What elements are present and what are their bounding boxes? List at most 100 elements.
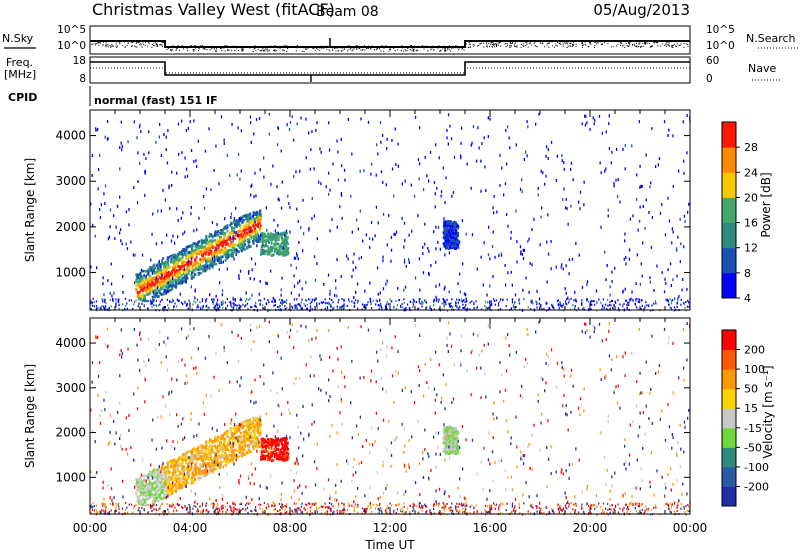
power-cell [267, 232, 269, 236]
power-cell [176, 305, 178, 308]
power-cell [172, 234, 174, 238]
power-cell [460, 126, 463, 130]
noise-dot [469, 47, 471, 48]
power-cell [226, 267, 228, 271]
noise-dot [510, 45, 512, 46]
velocity-cell [177, 486, 180, 490]
power-cell [676, 305, 678, 308]
power-cell [218, 268, 220, 271]
power-cell [302, 198, 304, 202]
power-cell [278, 233, 281, 236]
power-cell [198, 252, 201, 255]
power-cell [177, 273, 180, 276]
power-cell [166, 161, 169, 165]
power-cell [547, 148, 549, 152]
power-cell [471, 141, 473, 145]
velocity-cell [219, 455, 221, 458]
power-cell [649, 185, 651, 189]
power-cell [277, 127, 280, 130]
noise-dot [263, 49, 265, 51]
power-cell [454, 227, 457, 231]
power-cell [175, 269, 178, 272]
noise-dot [442, 48, 444, 50]
power-cell [174, 262, 177, 266]
power-cell [636, 306, 638, 309]
power-cell [223, 142, 225, 145]
power-cell [121, 144, 123, 148]
velocity-cell [270, 437, 273, 441]
noise-dot [526, 44, 528, 46]
power-cell [141, 302, 143, 305]
noise-dot [237, 47, 239, 48]
power-cell [245, 226, 248, 229]
power-cell [451, 194, 453, 198]
power-cell [255, 306, 257, 308]
power-cell [375, 205, 378, 209]
power-cell [271, 300, 273, 303]
power-cell [194, 258, 197, 261]
noise-dot [444, 50, 446, 52]
velocity-cell [277, 444, 280, 447]
power-cell [190, 245, 192, 248]
power-cell [424, 242, 426, 246]
colorbar-frame [721, 121, 737, 299]
power-cell [213, 252, 216, 256]
power-cell [668, 219, 671, 223]
noise-dot [603, 42, 605, 44]
power-cell [625, 262, 627, 266]
power-cell [605, 278, 607, 282]
power-cell [638, 219, 641, 223]
power-cell [641, 274, 643, 278]
noise-dot [230, 46, 232, 48]
power-cell [641, 304, 643, 307]
power-cell [91, 304, 94, 307]
power-cell [641, 184, 643, 188]
power-cell [136, 295, 139, 298]
noise-dot [483, 42, 485, 44]
noise-dot [410, 45, 412, 47]
noise-dot [678, 44, 680, 46]
power-cell [177, 300, 180, 302]
power-cell [200, 251, 203, 255]
noise-dot [514, 42, 516, 44]
velocity-cell [272, 438, 275, 442]
power-cell [393, 194, 395, 198]
power-cell [219, 238, 221, 241]
noise-dot [318, 46, 319, 48]
power-cell [454, 222, 457, 225]
power-cell [328, 192, 330, 196]
power-cell [596, 301, 598, 304]
power-cell [195, 248, 198, 251]
power-cell [402, 306, 404, 309]
power-cell [269, 245, 272, 249]
power-cell [354, 299, 357, 302]
power-cell [135, 287, 138, 291]
power-cell [175, 286, 177, 289]
power-cell [688, 305, 690, 308]
power-cell [523, 298, 525, 300]
power-cell [265, 238, 268, 242]
power-cell [274, 298, 276, 301]
noise-dot [654, 41, 656, 43]
power-cell [440, 190, 443, 194]
noise-panel: N.Sky N.Search 10^5 10^0 10^5 10^0 [2, 24, 798, 55]
power-cell [311, 217, 313, 221]
noise-dot [430, 48, 432, 50]
power-cell [442, 223, 445, 226]
noise-dot [379, 46, 381, 48]
power-cell [448, 247, 451, 250]
power-cell [498, 254, 500, 257]
noise-dot [159, 44, 161, 46]
power-cell [358, 257, 360, 261]
power-cell [182, 303, 184, 305]
noise-dot [95, 44, 97, 46]
power-cell [568, 258, 571, 262]
power-cell [259, 303, 261, 306]
power-cell [435, 143, 437, 147]
power-cell [600, 225, 602, 229]
power-cell [318, 302, 321, 305]
power-cell [237, 232, 239, 235]
noise-dot [569, 45, 571, 47]
power-cell [185, 248, 188, 252]
power-cell [163, 289, 165, 293]
